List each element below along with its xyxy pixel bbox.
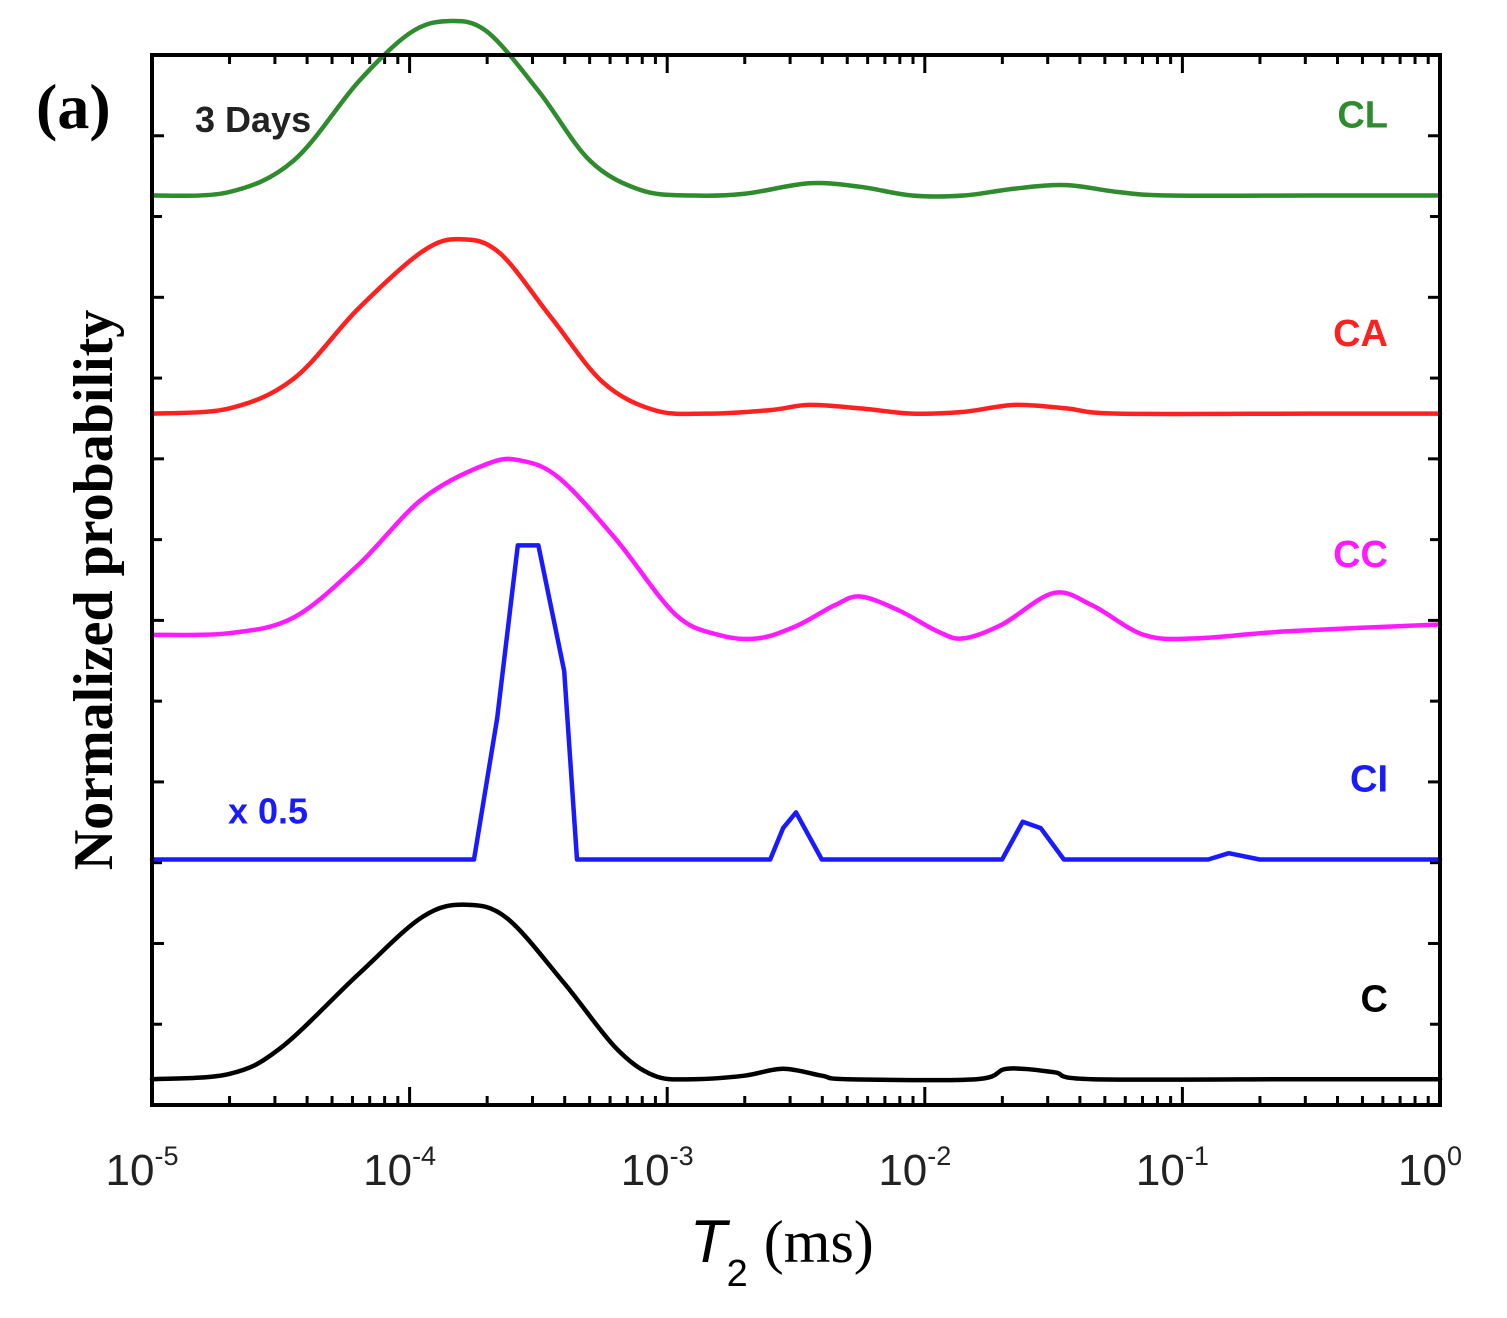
x-axis-symbol: T: [690, 1208, 731, 1275]
x-axis-unit: (ms): [764, 1209, 874, 1275]
series-line-ci: [149, 543, 1443, 862]
x-tick-exponent: -1: [1185, 1141, 1209, 1171]
x-tick-labels: 10-5 10-4 10-3 10-2 10-1 100: [106, 1141, 1462, 1195]
scale-note: x 0.5: [228, 790, 308, 831]
series-label-ca: CA: [1333, 313, 1388, 355]
x-tick-label: 10-3: [621, 1141, 694, 1195]
series-line-c: [149, 902, 1443, 1083]
series-labels: CL CA CC CI C: [1333, 95, 1388, 1021]
series-label-cc: CC: [1333, 534, 1388, 576]
x-axis-subscript: 2: [727, 1253, 748, 1295]
x-tick-base: 10: [1398, 1146, 1447, 1195]
x-tick-base: 10: [1136, 1146, 1185, 1195]
x-tick-label: 10-5: [106, 1141, 179, 1195]
x-tick-exponent: -3: [670, 1141, 694, 1171]
series-label-cl: CL: [1337, 95, 1388, 137]
chart-title: 3 Days: [195, 99, 311, 140]
series-line-ca: [149, 236, 1443, 417]
x-tick-label: 10-2: [878, 1141, 951, 1195]
series-curves: [149, 18, 1443, 1083]
y-axis-label: Normalized probability: [63, 310, 125, 871]
x-tick-exponent: 0: [1447, 1141, 1462, 1171]
x-tick-base: 10: [363, 1146, 412, 1195]
plot-frame: [150, 53, 1442, 1107]
x-tick-exponent: -2: [927, 1141, 951, 1171]
panel-label: (a): [36, 71, 111, 142]
x-tick-label: 10-4: [363, 1141, 436, 1195]
x-tick-label: 10-1: [1136, 1141, 1209, 1195]
x-tick-exponent: -5: [154, 1141, 178, 1171]
series-label-ci: CI: [1350, 759, 1388, 801]
x-tick-base: 10: [106, 1146, 155, 1195]
x-tick-base: 10: [878, 1146, 927, 1195]
series-label-c: C: [1361, 978, 1388, 1020]
x-tick-label: 100: [1398, 1141, 1462, 1195]
x-tick-base: 10: [621, 1146, 670, 1195]
series-line-cl: [149, 18, 1443, 199]
series-line-cc: [149, 456, 1443, 642]
x-axis-label: T2 (ms): [690, 1208, 874, 1295]
x-tick-exponent: -4: [412, 1141, 436, 1171]
